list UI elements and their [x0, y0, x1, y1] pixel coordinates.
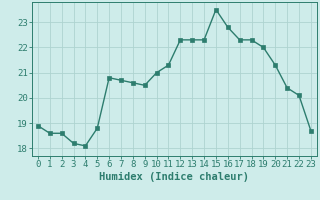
X-axis label: Humidex (Indice chaleur): Humidex (Indice chaleur) — [100, 172, 249, 182]
